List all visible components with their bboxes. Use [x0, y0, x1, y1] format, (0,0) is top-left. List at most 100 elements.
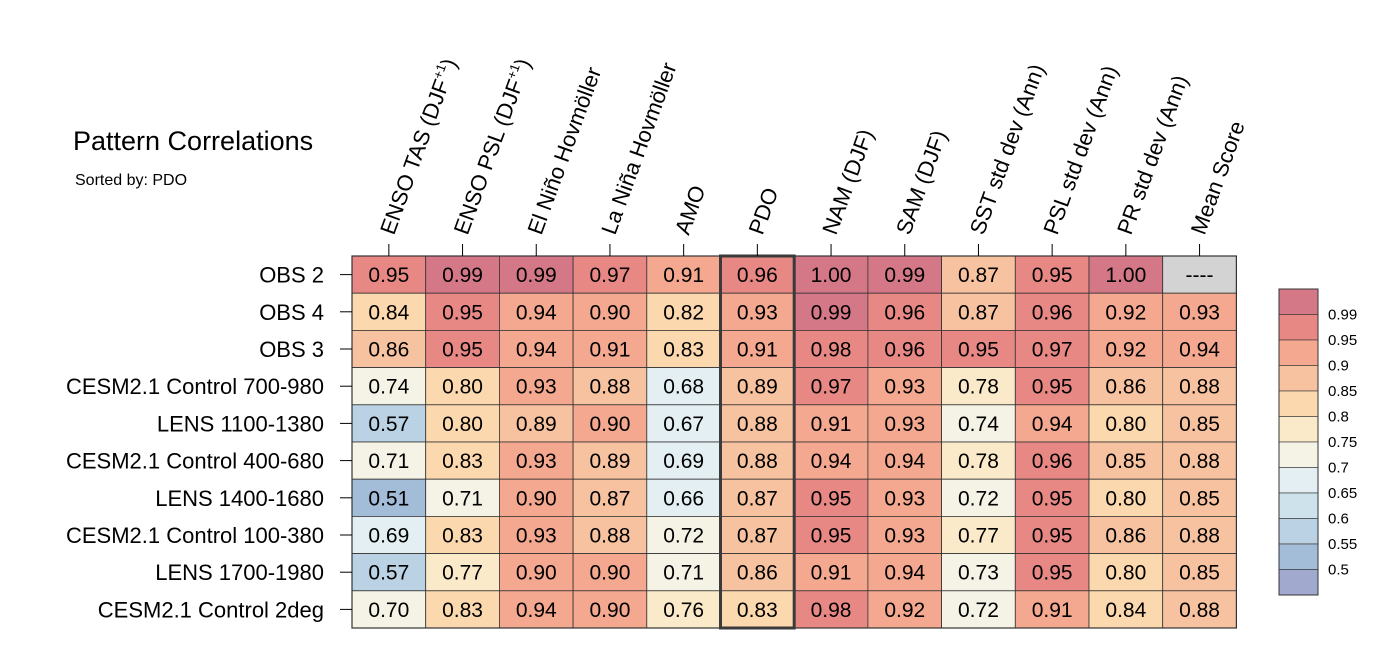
heatmap-cell [646, 590, 721, 629]
cell-value: 0.93 [884, 487, 925, 510]
heatmap-cell [1088, 516, 1164, 555]
cell-value: 0.77 [442, 562, 483, 585]
column-label: PR std dev (Ann) [1112, 72, 1193, 238]
heatmap-cell [867, 404, 943, 443]
column-label: PSL std dev (Ann) [1038, 62, 1122, 238]
cell-value: 0.90 [590, 301, 631, 324]
cell-value: 0.70 [368, 599, 409, 622]
heatmap-cell [867, 329, 943, 368]
heatmap-cell [425, 553, 500, 592]
cell-value: 0.96 [1032, 450, 1073, 473]
column-label: Mean Score [1186, 118, 1250, 238]
heatmap-cell [867, 292, 943, 331]
cell-value: 0.96 [884, 301, 925, 324]
row-label: OBS 2 [259, 263, 324, 288]
cell-value: 0.87 [958, 264, 999, 287]
heatmap-cell [646, 441, 721, 480]
heatmap-cell [1162, 367, 1237, 406]
heatmap-cell [646, 516, 721, 555]
heatmap-cell [867, 478, 943, 517]
cell-value: 0.93 [516, 450, 557, 473]
colorbar-swatch [1278, 569, 1319, 596]
cell-value: 0.77 [958, 525, 999, 548]
heatmap-cell [1014, 516, 1090, 555]
heatmap-cell [1162, 478, 1237, 517]
heatmap-cell [941, 404, 1016, 443]
cell-value: 0.84 [368, 301, 409, 324]
cell-value: 0.82 [663, 301, 704, 324]
column-label: AMO [670, 182, 711, 238]
cell-value: 0.90 [590, 562, 631, 585]
row-label: LENS 1700-1980 [155, 560, 324, 585]
heatmap-cell [941, 441, 1016, 480]
heatmap-cell [498, 516, 574, 555]
heatmap-cell [425, 441, 500, 480]
cell-value: 0.94 [516, 599, 557, 622]
heatmap-cell [1014, 367, 1090, 406]
cell-value: 0.74 [958, 413, 999, 436]
heatmap-cell [941, 329, 1016, 368]
cell-value: 0.95 [1032, 525, 1073, 548]
cell-value: 0.89 [590, 450, 631, 473]
cell-value: 0.91 [811, 413, 852, 436]
heatmap-cell [1014, 553, 1090, 592]
cell-value: 0.99 [442, 264, 483, 287]
cell-value: 0.72 [958, 487, 999, 510]
heatmap-cell [351, 590, 427, 629]
cell-value: 0.94 [1179, 339, 1220, 362]
colorbar-tick-label: 0.65 [1328, 485, 1357, 502]
heatmap-cell [1162, 553, 1237, 592]
heatmap-cell [941, 255, 1016, 294]
colorbar-swatch [1278, 390, 1319, 417]
heatmap-cell [425, 590, 500, 629]
colorbar-frame [1278, 288, 1319, 596]
heatmap-cell [1088, 404, 1164, 443]
colorbar-tick-label: 0.99 [1328, 307, 1357, 324]
cell-value: 0.66 [663, 487, 704, 510]
heatmap-cell [867, 590, 943, 629]
heatmap-cell [1162, 516, 1237, 555]
row-label: OBS 4 [259, 300, 324, 325]
cell-value: 0.74 [368, 376, 409, 399]
cell-value: 0.91 [590, 339, 631, 362]
heatmap-cell [793, 590, 869, 629]
heatmap-cell [425, 292, 500, 331]
heatmap-cell [1014, 441, 1090, 480]
colorbar-swatch [1278, 467, 1319, 494]
row-label: OBS 3 [259, 337, 324, 362]
cell-value: 0.90 [516, 487, 557, 510]
cell-value: 0.87 [958, 301, 999, 324]
cell-value: 0.87 [590, 487, 631, 510]
colorbar-tick-label: 0.8 [1328, 409, 1349, 426]
heatmap-cell [1088, 478, 1164, 517]
cell-value: 0.91 [811, 562, 852, 585]
heatmap-cell [720, 553, 795, 592]
cell-value: 0.80 [1105, 487, 1146, 510]
heatmap-cell [941, 553, 1016, 592]
heatmap-cell [1162, 590, 1237, 629]
cell-value: 0.83 [442, 525, 483, 548]
cell-value: 0.91 [663, 264, 704, 287]
cell-value: 0.92 [1105, 301, 1146, 324]
heatmap-cell [793, 292, 869, 331]
heatmap-cell [793, 441, 869, 480]
cell-value: 0.94 [516, 301, 557, 324]
cell-value: 0.86 [368, 339, 409, 362]
cell-value: 0.67 [663, 413, 704, 436]
column-label: SST std dev (Ann) [965, 61, 1050, 238]
cell-value: 0.95 [1032, 376, 1073, 399]
heatmap-cell [498, 478, 574, 517]
heatmap-cell [572, 553, 648, 592]
cell-value: 0.89 [516, 413, 557, 436]
cell-value: 0.85 [1179, 487, 1220, 510]
cell-value: 0.90 [590, 599, 631, 622]
cell-value: 0.80 [442, 413, 483, 436]
heatmap-cell [720, 292, 795, 331]
colorbar-tick-label: 0.95 [1328, 332, 1357, 349]
cell-value: 0.95 [811, 525, 852, 548]
row-label: LENS 1400-1680 [155, 486, 324, 511]
row-label: CESM2.1 Control 400-680 [66, 449, 324, 474]
chart-title: Pattern Correlations [73, 126, 314, 156]
cell-value: 1.00 [811, 264, 852, 287]
